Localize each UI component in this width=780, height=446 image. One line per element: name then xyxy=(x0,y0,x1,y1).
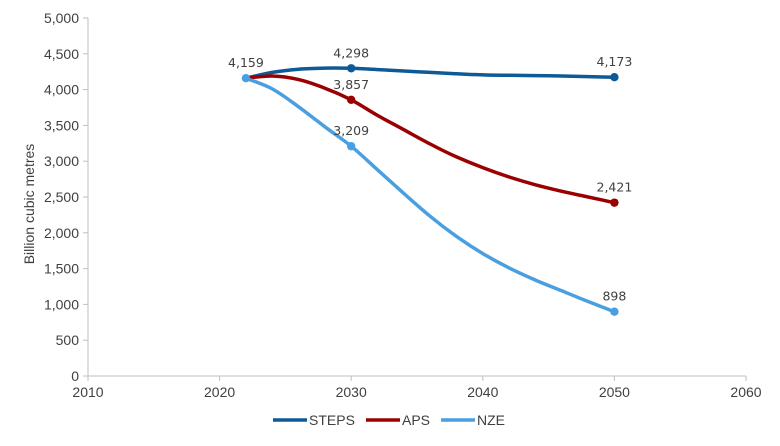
y-tick-label: 3,500 xyxy=(44,117,79,133)
x-tick-label: 2030 xyxy=(336,384,367,400)
series-line-nze xyxy=(244,76,617,314)
y-tick-label: 2,000 xyxy=(44,225,79,241)
legend: STEPS APS NZE xyxy=(273,412,505,428)
data-label-steps: 4,298 xyxy=(333,45,369,60)
legend-label-nze: NZE xyxy=(477,412,505,428)
y-tick-label: 3,000 xyxy=(44,153,79,169)
x-tick-labels: 2010 2020 2030 2040 2050 2060 xyxy=(72,384,761,400)
data-label-nze: 898 xyxy=(602,289,626,304)
y-axis-title: Billion cubic metres xyxy=(21,144,37,265)
x-tick-label: 2010 xyxy=(72,384,103,400)
marker-nze xyxy=(347,142,356,151)
marker-aps xyxy=(610,198,619,207)
series-markers xyxy=(241,64,619,316)
y-tick-label: 500 xyxy=(56,332,80,348)
legend-label-steps: STEPS xyxy=(309,412,355,428)
y-tick-label: 1,500 xyxy=(44,261,79,277)
y-tick-label: 5,000 xyxy=(44,10,79,26)
data-labels: 4,298 4,173 3,857 2,421 4,159 3,209 898 xyxy=(228,45,632,303)
y-tick-labels: 0 500 1,000 1,500 2,000 2,500 3,000 3,500 4,000 4… xyxy=(44,10,79,384)
data-label-nze: 4,159 xyxy=(228,55,264,70)
marker-steps xyxy=(347,64,356,73)
x-tick-label: 2060 xyxy=(730,384,761,400)
series-line-aps xyxy=(244,74,617,205)
data-label-steps: 4,173 xyxy=(597,54,633,69)
axes xyxy=(83,17,747,381)
marker-steps xyxy=(610,73,619,82)
data-label-aps: 3,857 xyxy=(333,77,369,92)
series-line-steps xyxy=(244,66,617,80)
y-tick-label: 0 xyxy=(71,368,79,384)
data-label-nze: 3,209 xyxy=(333,123,369,138)
marker-aps xyxy=(347,95,356,105)
x-tick-label: 2040 xyxy=(467,384,498,400)
marker-nze xyxy=(610,307,619,316)
series-lines xyxy=(244,66,617,314)
y-tick-label: 2,500 xyxy=(44,189,79,205)
x-tick-label: 2050 xyxy=(599,384,630,400)
y-tick-label: 4,500 xyxy=(44,46,79,62)
marker-nze xyxy=(241,74,251,83)
x-tick-label: 2020 xyxy=(204,384,235,400)
legend-label-aps: APS xyxy=(402,412,430,428)
y-tick-label: 1,000 xyxy=(44,296,79,312)
y-tick-label: 4,000 xyxy=(44,82,79,98)
data-label-aps: 2,421 xyxy=(597,180,633,195)
